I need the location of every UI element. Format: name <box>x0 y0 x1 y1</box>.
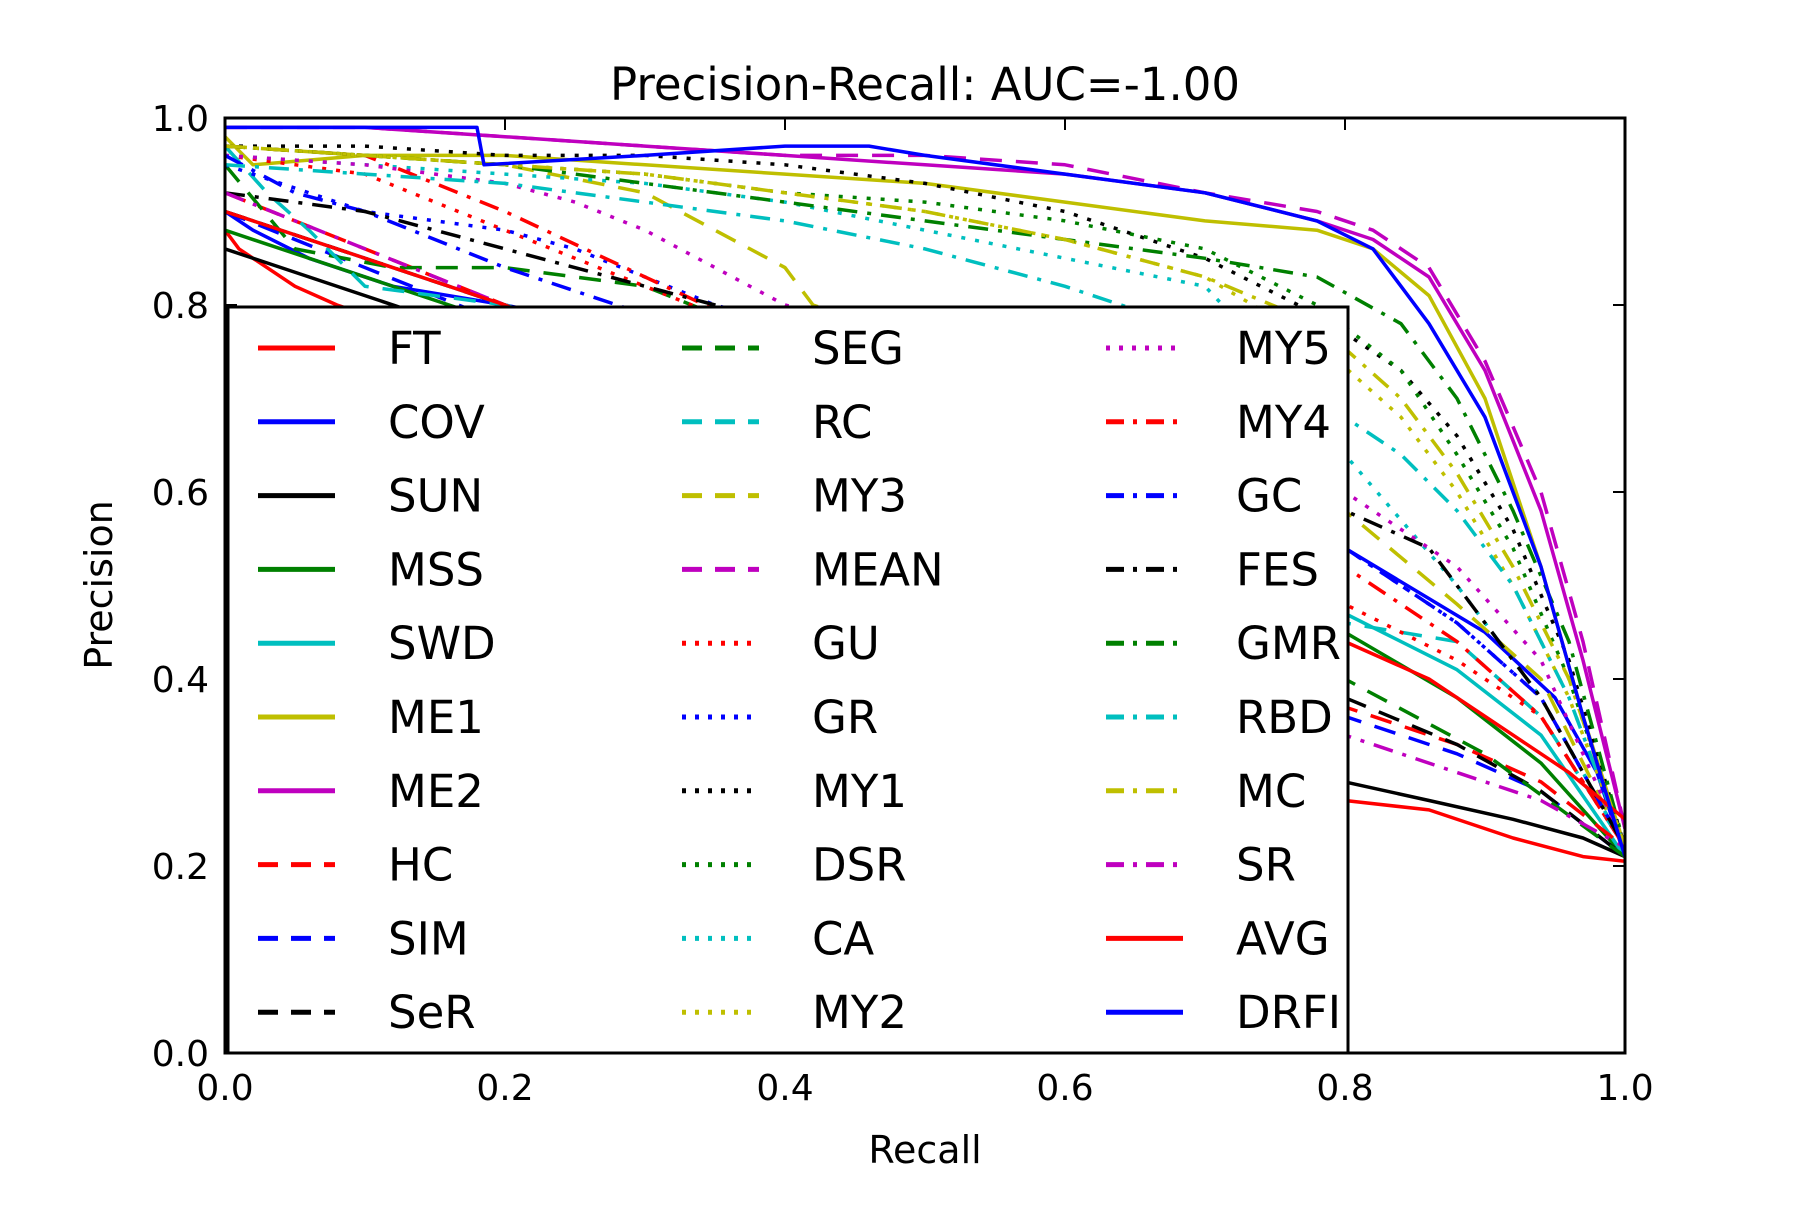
legend-label-ca: CA <box>812 912 874 965</box>
series-line-gu <box>225 153 1625 849</box>
series-layer <box>225 125 1625 864</box>
y-tick-label: 0.2 <box>152 847 209 888</box>
legend-label-my4: MY4 <box>1236 396 1331 449</box>
legend-label-swd: SWD <box>388 617 496 670</box>
legend-label-seg: SEG <box>812 322 904 375</box>
x-tick-label: 0.8 <box>1316 1068 1373 1109</box>
legend-label-hc: HC <box>388 839 453 892</box>
x-tick-label: 0.6 <box>1036 1068 1093 1109</box>
series-line-gr <box>225 163 1625 849</box>
legend-label-me1: ME1 <box>388 691 484 744</box>
x-axis-label: Recall <box>868 1128 981 1172</box>
series-line-fes <box>225 191 1625 849</box>
legend-label-my3: MY3 <box>812 470 907 523</box>
legend-label-gc: GC <box>1236 470 1302 523</box>
y-tick-label: 1.0 <box>152 99 209 140</box>
legend-label-my5: MY5 <box>1236 322 1331 375</box>
series-line-drfi <box>225 125 1625 858</box>
legend-label-fes: FES <box>1236 543 1319 596</box>
legend-label-mean: MEAN <box>812 543 944 596</box>
x-tick-label: 1.0 <box>1596 1068 1653 1109</box>
series-line-me1 <box>225 135 1625 848</box>
legend-label-sun: SUN <box>388 470 483 523</box>
series-line-mc <box>225 144 1625 848</box>
legend-label-gmr: GMR <box>1236 617 1341 670</box>
legend-label-ft: FT <box>388 322 441 375</box>
series-line-ca <box>225 153 1625 849</box>
y-tick-label: 0.4 <box>152 660 209 701</box>
legend-label-sim: SIM <box>388 912 469 965</box>
legend-label-rbd: RBD <box>1236 691 1333 744</box>
legend-label-sr: SR <box>1236 839 1296 892</box>
x-tick-label: 0.4 <box>756 1068 813 1109</box>
series-line-gc <box>225 153 1625 849</box>
legend-label-dsr: DSR <box>812 839 906 892</box>
legend-box <box>226 305 1350 1055</box>
legend-label-my2: MY2 <box>812 986 907 1039</box>
axes-layer: 0.0 0.2 0.4 0.6 0.8 1.0 0.0 0.2 0.4 0.6 0.8 1.0 <box>152 99 1654 1109</box>
series-line-my4 <box>225 144 1625 849</box>
legend-label-drfi: DRFI <box>1236 986 1341 1039</box>
legend-label-rc: RC <box>812 396 872 449</box>
legend-label-me2: ME2 <box>388 765 484 818</box>
y-tick-label: 0.6 <box>152 473 209 514</box>
legend-label-cov: COV <box>388 396 485 449</box>
series-line-my2 <box>225 144 1625 848</box>
legend-label-gr: GR <box>812 691 878 744</box>
x-tick-label: 0.2 <box>476 1068 533 1109</box>
legend-label-gu: GU <box>812 617 880 670</box>
legend: FT COV SUN MSS SWD ME1 ME2 HC SIM SeR SEG RC MY3 MEAN… <box>226 305 1350 1055</box>
legend-label-avg: AVG <box>1236 912 1330 965</box>
legend-label-mc: MC <box>1236 765 1306 818</box>
x-tick-label: 0.0 <box>196 1068 253 1109</box>
series-line-gmr <box>225 144 1625 848</box>
y-tick-label: 0.8 <box>152 286 209 327</box>
y-axis-label: Precision <box>77 500 121 670</box>
legend-label-my1: MY1 <box>812 765 907 818</box>
legend-label-ser: SeR <box>388 986 476 1039</box>
legend-label-mss: MSS <box>388 543 484 596</box>
chart-title: Precision-Recall: AUC=-1.00 <box>610 58 1240 111</box>
y-tick-label: 0.0 <box>152 1034 209 1075</box>
